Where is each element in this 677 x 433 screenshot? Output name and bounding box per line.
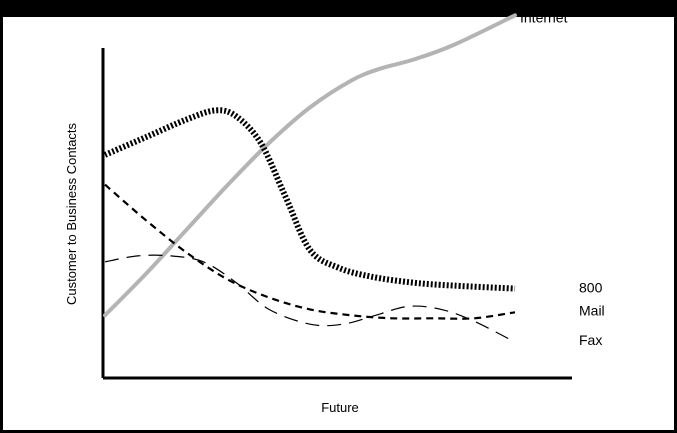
series-label-internet: Internet	[520, 9, 568, 25]
series-label-mail: Mail	[579, 302, 605, 318]
series-line-800	[103, 107, 516, 292]
series-label-layer: Internet 800 Mail Fax	[520, 9, 605, 348]
series-layer	[103, 13, 517, 343]
series-label-800: 800	[579, 280, 603, 296]
series-line-fax	[104, 254, 516, 343]
series-line-internet	[103, 13, 517, 318]
series-line-mail	[104, 183, 516, 320]
y-axis-label: Customer to Business Contacts	[64, 122, 79, 305]
chart-axes: Future Customer to Business Contacts	[64, 48, 572, 415]
x-axis-label: Future	[321, 400, 359, 415]
series-label-fax: Fax	[579, 332, 602, 348]
